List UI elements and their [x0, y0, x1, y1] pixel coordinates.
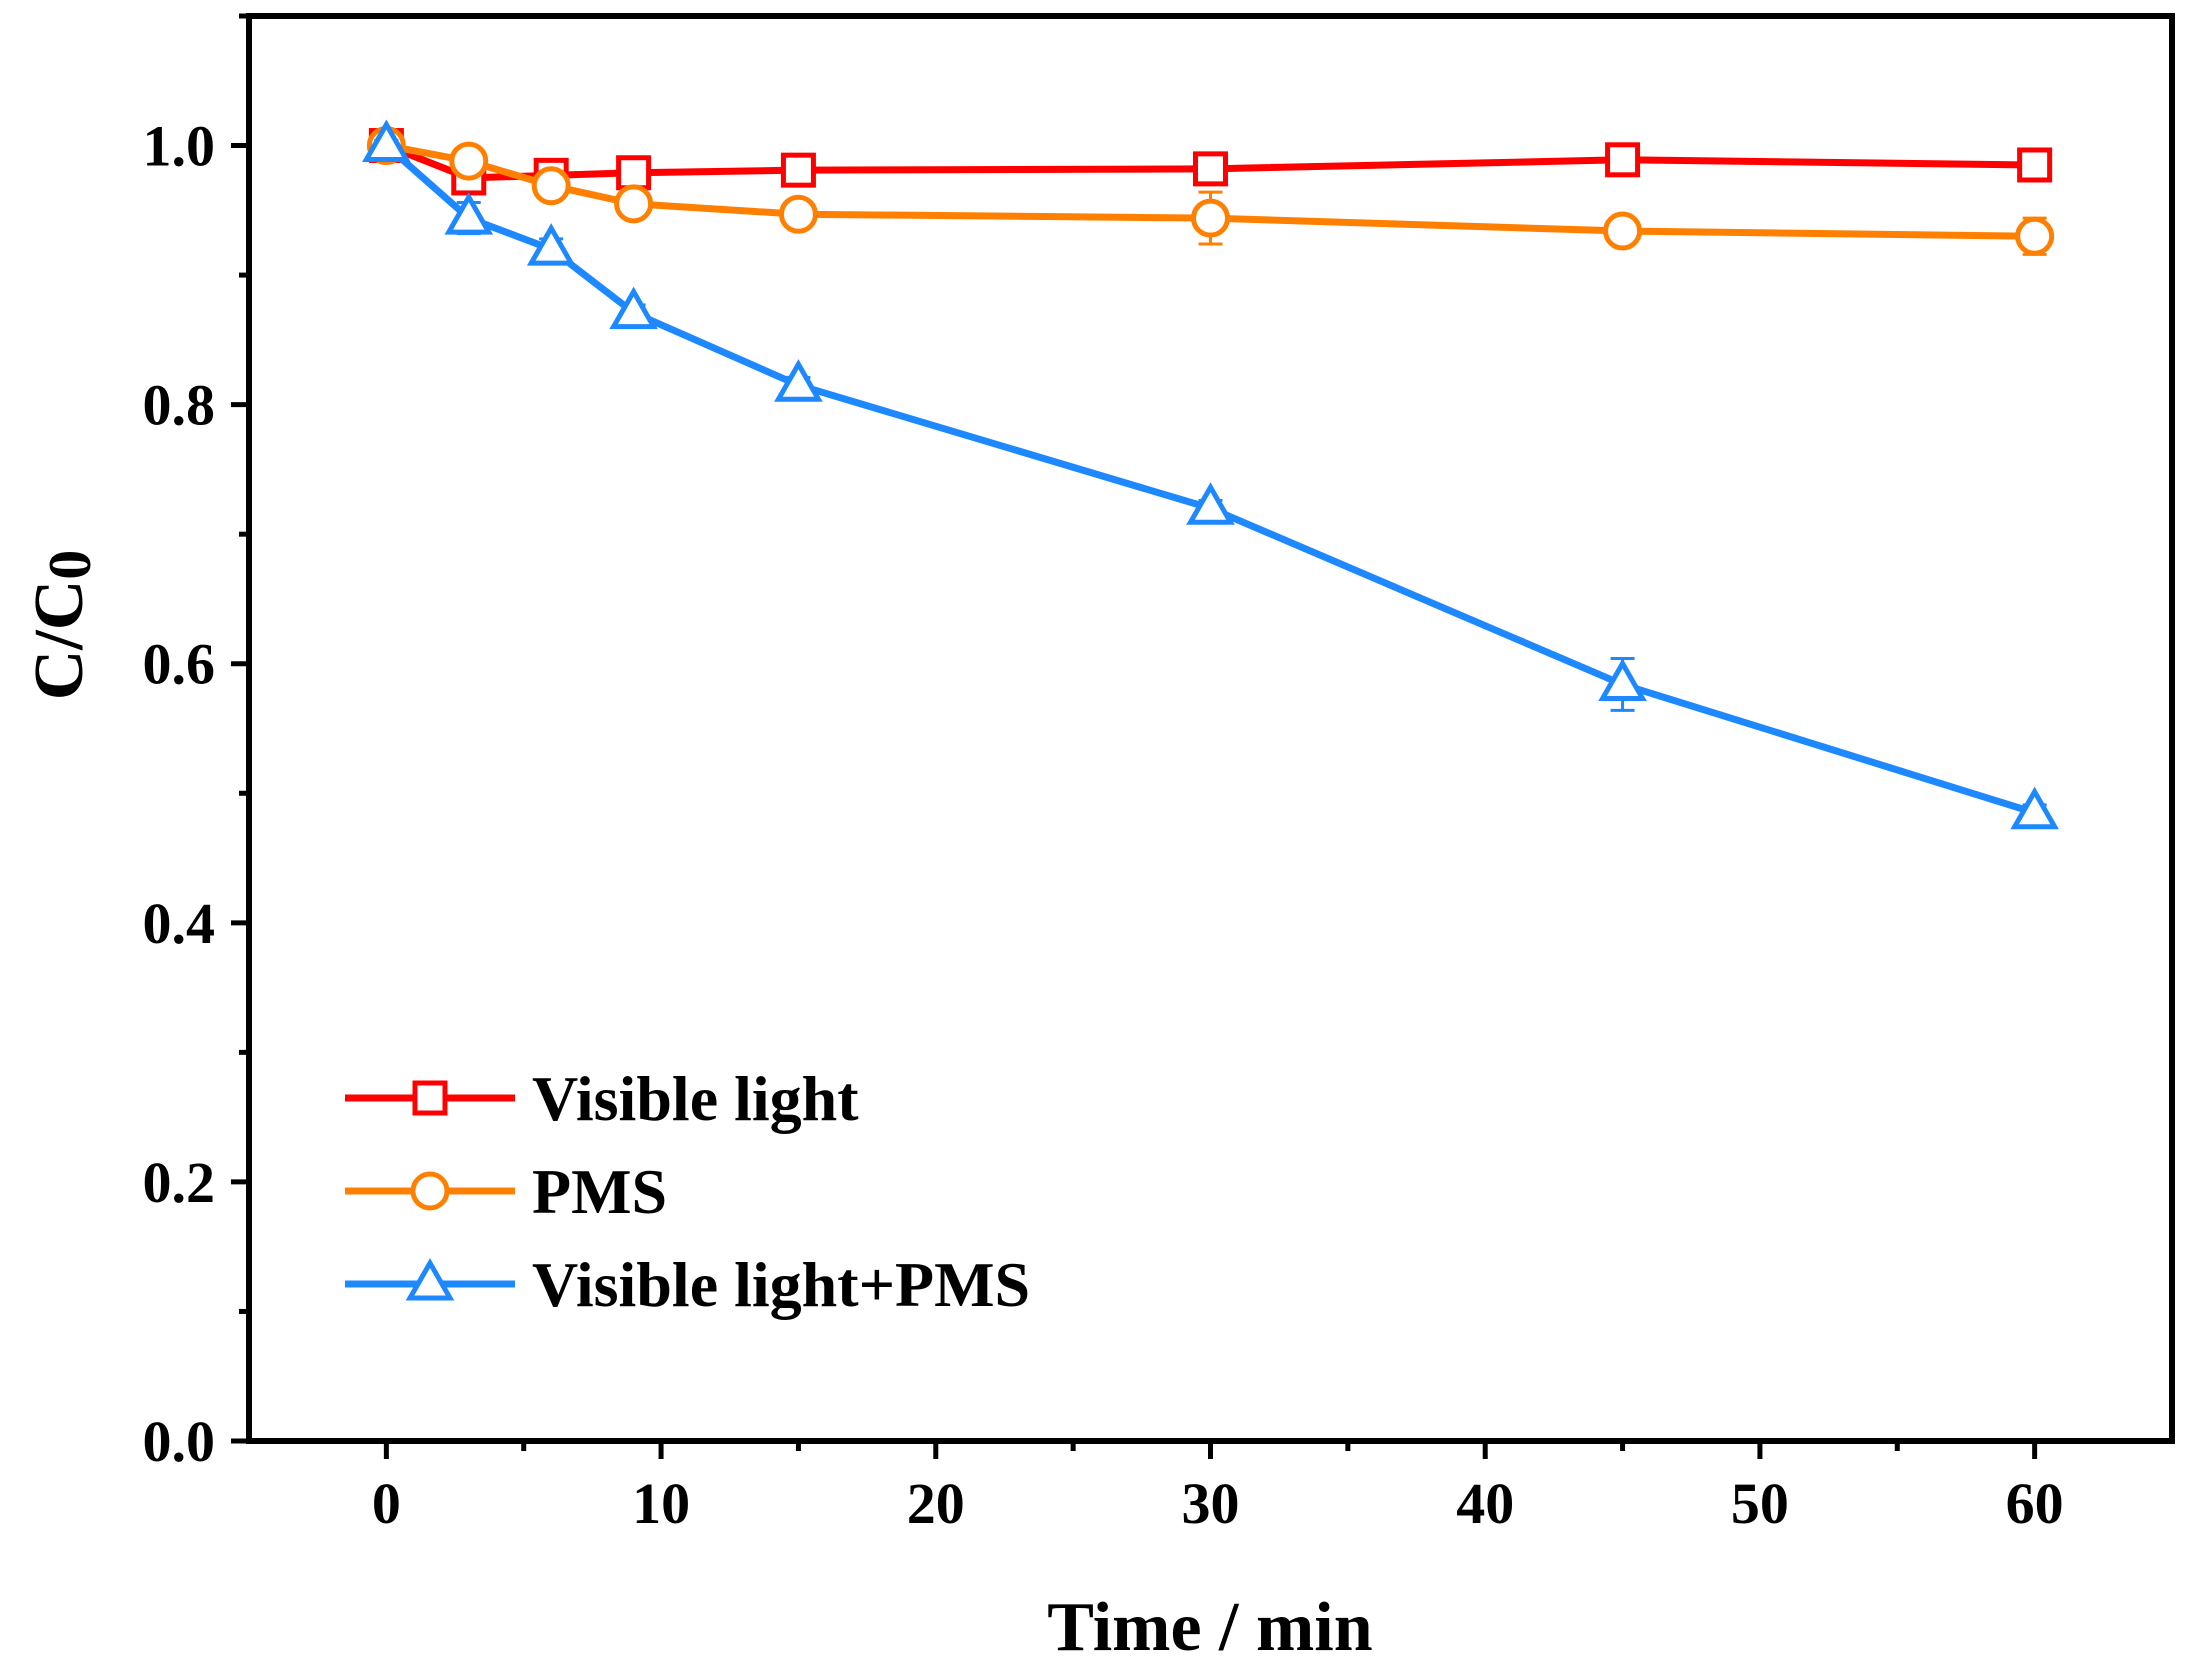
data-point-pms	[531, 166, 571, 206]
x-tick-label: 10	[632, 1471, 690, 1536]
y-axis-title: C/C0	[21, 550, 103, 701]
data-point-pms	[614, 184, 654, 224]
y-axis-title-subscript: 0	[37, 550, 103, 580]
data-point-visible-light-pms	[362, 119, 411, 163]
x-tick-label: 50	[1731, 1471, 1789, 1536]
data-point-visible-light-pms	[526, 223, 576, 266]
data-point-visible-light-pms	[444, 192, 494, 235]
y-tick-label: 0.4	[143, 891, 216, 956]
series-pms	[366, 126, 2055, 256]
y-tick-label: 0.8	[143, 373, 216, 438]
axis-ticks	[231, 13, 2038, 1459]
legend: Visible light PMS Visible light+PMS	[345, 1063, 1030, 1320]
data-point-visible-light	[1193, 151, 1228, 187]
y-tick-label: 1.0	[143, 114, 216, 179]
legend-marker	[405, 1257, 455, 1301]
legend-item-pms: PMS	[345, 1156, 667, 1227]
y-tick-label: 0.0	[143, 1409, 216, 1474]
series-layer	[362, 119, 2059, 830]
data-point-pms	[778, 194, 818, 234]
y-tick-label: 0.2	[143, 1150, 216, 1215]
series-visible-light-pms	[362, 119, 2059, 830]
data-point-visible-light-pms	[774, 359, 823, 402]
legend-item-visible-light: Visible light	[345, 1063, 859, 1134]
series-line-visible-light-pms	[384, 142, 2036, 817]
legend-item-visible-light-pms: Visible light+PMS	[345, 1249, 1030, 1320]
legend-label: Visible light+PMS	[532, 1249, 1030, 1320]
data-point-visible-light-pms	[2010, 786, 2059, 830]
data-point-pms	[1191, 198, 1230, 238]
legend-label: Visible light	[532, 1063, 859, 1134]
x-tick-label: 0	[372, 1471, 401, 1536]
data-point-visible-light-pms	[1598, 658, 1647, 701]
x-tick-label: 30	[1182, 1471, 1240, 1536]
x-tick-label: 20	[907, 1471, 965, 1536]
data-point-visible-light	[1605, 142, 1641, 178]
data-point-visible-light	[616, 155, 652, 191]
y-tick-label: 0.6	[143, 632, 216, 697]
y-axis-title-main: C/C	[21, 580, 98, 701]
legend-label: PMS	[532, 1156, 667, 1227]
x-tick-label: 40	[1456, 1471, 1514, 1536]
x-tick-label: 60	[2006, 1471, 2064, 1536]
series-visible-light	[368, 128, 2053, 196]
x-axis-title: Time / min	[1047, 1589, 1372, 1666]
data-point-visible-light	[2017, 147, 2053, 183]
axis-tick-labels: 0 10 20 30 40 50 60 0.0 0.2 0.4 0.6 0.8 1.0	[143, 114, 2064, 1536]
legend-marker	[410, 1171, 450, 1211]
data-point-pms	[2015, 216, 2055, 256]
data-point-visible-light-pms	[609, 286, 658, 330]
legend-marker	[412, 1080, 448, 1116]
data-point-visible-light	[780, 152, 816, 188]
data-point-pms	[1603, 211, 1643, 251]
data-point-pms	[449, 141, 489, 181]
data-point-visible-light-pms	[1186, 482, 1235, 525]
